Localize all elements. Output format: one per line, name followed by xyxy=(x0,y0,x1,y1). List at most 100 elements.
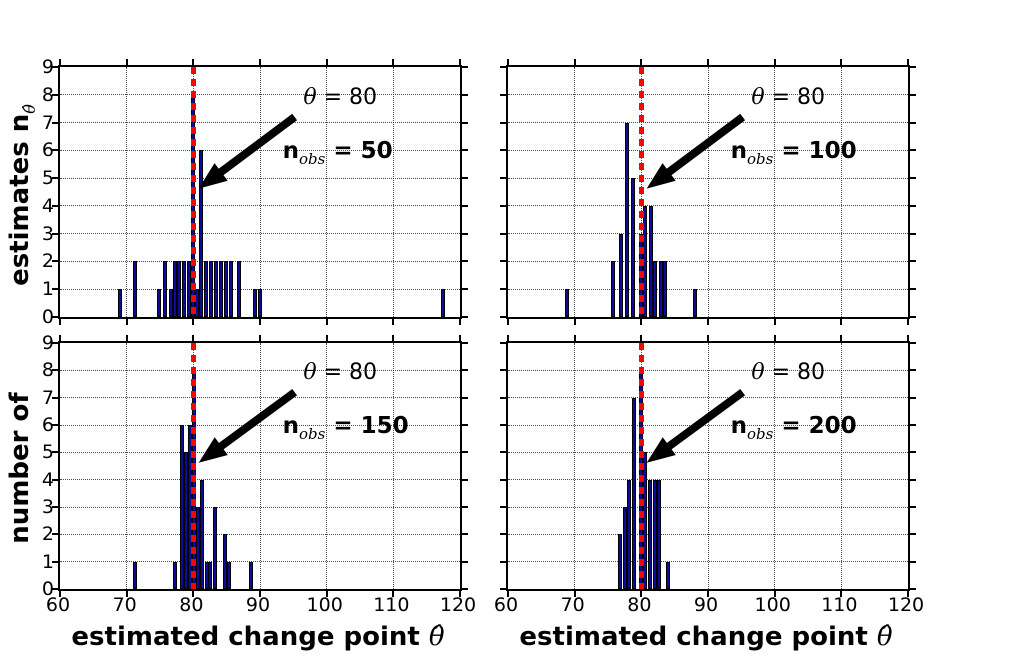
y-tick-mark xyxy=(462,424,468,426)
grid-line-horizontal xyxy=(508,369,908,371)
histogram-bar xyxy=(249,561,254,589)
y-tick-mark xyxy=(500,342,506,344)
y-tick-label: 2 xyxy=(41,523,54,546)
grid-line-vertical xyxy=(126,343,128,589)
y-tick-mark xyxy=(52,560,58,563)
x-tick-label: 120 xyxy=(887,594,925,616)
x-tick-label: 100 xyxy=(306,594,343,616)
histogram-bar xyxy=(156,289,161,317)
nobs-symbol: n xyxy=(730,412,748,439)
grid-line-vertical xyxy=(392,67,394,317)
x-tick-mark xyxy=(59,335,61,341)
y-tick-mark xyxy=(462,149,468,152)
grid-line-vertical xyxy=(326,343,328,589)
grid-line-horizontal xyxy=(508,233,908,235)
y-tick-mark xyxy=(462,66,468,68)
x-tick-mark xyxy=(840,591,843,597)
histogram-bar xyxy=(630,178,635,317)
y-tick-mark xyxy=(500,288,506,291)
y-tick-mark xyxy=(462,396,468,399)
histogram-bar xyxy=(610,261,615,317)
nobs-subscript: obs xyxy=(747,424,774,443)
y-tick-mark xyxy=(52,369,58,372)
histogram-bar xyxy=(222,534,227,589)
annotation-arrow-head xyxy=(646,437,676,463)
histogram-bar xyxy=(199,150,204,317)
y-tick-mark xyxy=(500,369,506,372)
y-tick-label: 0 xyxy=(41,578,54,600)
annotation-arrow-head xyxy=(198,437,228,463)
histogram-bar xyxy=(627,479,632,589)
histogram-bar xyxy=(184,452,188,589)
nobs-annotation-label: nobs = 150 xyxy=(282,412,409,443)
y-tick-mark xyxy=(52,149,58,152)
y-tick-mark xyxy=(910,232,916,235)
y-tick-mark xyxy=(52,204,58,207)
histogram-bar xyxy=(169,289,174,317)
x-tick-mark xyxy=(392,335,395,341)
y-tick-mark xyxy=(52,506,58,508)
y-tick-mark xyxy=(462,260,468,263)
histogram-bar xyxy=(253,289,258,317)
histogram-bar xyxy=(224,261,228,317)
histogram-bar xyxy=(624,122,629,317)
histogram-panel-nobs-50: θ = 80 nobs = 50 xyxy=(52,59,468,325)
grid-line-vertical xyxy=(574,343,576,589)
x-tick-label: 100 xyxy=(754,594,791,616)
x-tick-mark xyxy=(707,591,709,597)
true-theta-vline xyxy=(638,343,644,589)
y-tick-label: 4 xyxy=(41,468,54,491)
x-tick-mark xyxy=(507,335,509,341)
y-tick-label: 8 xyxy=(41,359,54,382)
histogram-bar xyxy=(196,507,200,589)
histogram-bar xyxy=(632,397,636,589)
y-tick-label: 6 xyxy=(41,139,54,162)
x-tick-mark xyxy=(640,591,643,597)
x-tick-mark xyxy=(392,591,395,597)
y-tick-mark xyxy=(910,369,916,372)
y-tick-label: 1 xyxy=(41,278,54,301)
grid-line-vertical xyxy=(259,343,261,589)
y-tick-mark xyxy=(462,177,468,180)
y-tick-mark xyxy=(910,93,916,96)
y-tick-mark xyxy=(462,204,468,207)
y-tick-label: 3 xyxy=(41,496,54,518)
grid-line-vertical xyxy=(774,67,776,317)
histogram-bar xyxy=(653,261,658,317)
y-tick-mark xyxy=(910,288,916,291)
grid-line-horizontal xyxy=(60,451,460,453)
x-tick-mark xyxy=(773,335,776,341)
x-axis-label-right: estimated change point θ̂ xyxy=(506,622,906,652)
grid-line-vertical xyxy=(774,343,776,589)
nobs-annotation-label: nobs = 50 xyxy=(282,138,393,169)
y-tick-mark xyxy=(910,316,916,318)
y-tick-mark xyxy=(462,451,468,454)
y-tick-label: 5 xyxy=(41,441,54,464)
annotation-arrow-head xyxy=(646,163,676,189)
theta-symbol: θ xyxy=(751,84,765,110)
x-tick-mark xyxy=(259,335,261,341)
y-tick-mark xyxy=(462,560,468,563)
y-tick-mark xyxy=(910,342,916,344)
grid-line-vertical xyxy=(707,343,709,589)
histogram-bar xyxy=(652,479,657,589)
grid-line-horizontal xyxy=(508,561,908,563)
nobs-symbol: n xyxy=(730,138,748,165)
x-tick-mark xyxy=(640,335,643,341)
y-tick-mark xyxy=(500,204,506,207)
y-tick-mark xyxy=(500,232,506,235)
histogram-bar xyxy=(132,561,137,589)
y-tick-mark xyxy=(910,121,916,124)
y-tick-mark xyxy=(500,121,506,124)
grid-line-horizontal xyxy=(60,177,460,179)
y-tick-mark xyxy=(500,93,506,96)
x-tick-mark xyxy=(325,59,328,65)
y-tick-mark xyxy=(52,66,58,68)
nobs-subscript: obs xyxy=(299,424,326,443)
y-tick-mark xyxy=(910,451,916,454)
x-tick-labels-right: 60 70 80 90 100 110 120 xyxy=(494,594,924,618)
x-tick-mark xyxy=(907,59,909,65)
y-tick-mark xyxy=(462,342,468,344)
x-tick-mark xyxy=(259,59,261,65)
x-tick-mark xyxy=(59,59,61,65)
